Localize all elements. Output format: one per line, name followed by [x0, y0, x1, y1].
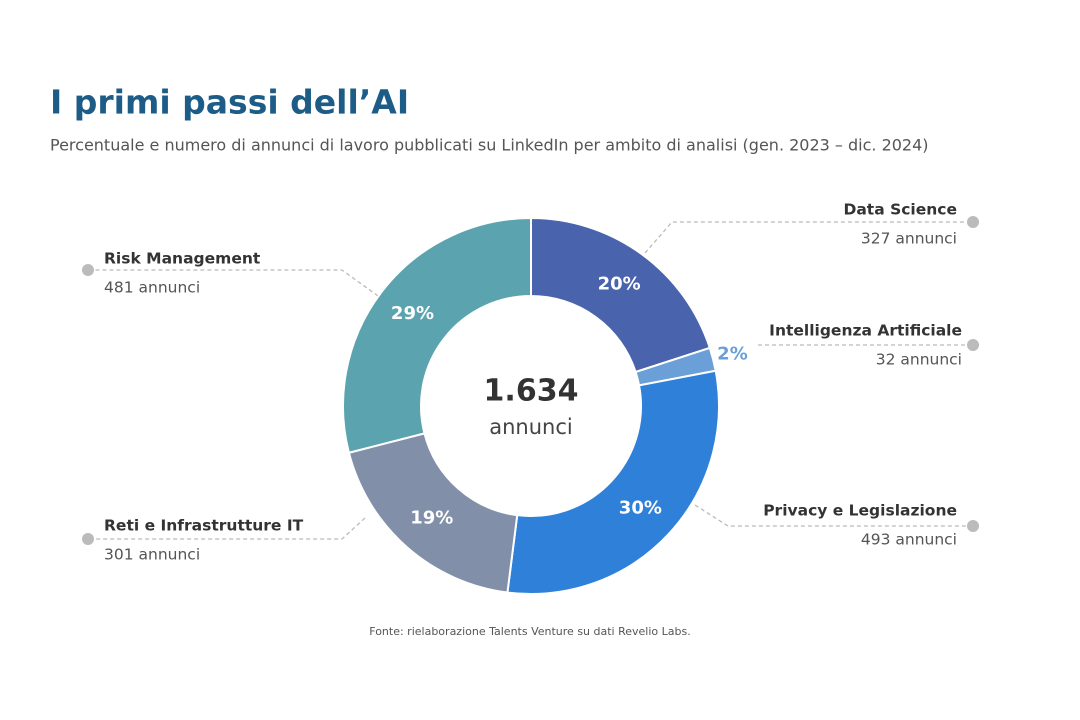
category-count: 327 annunci: [861, 230, 957, 248]
category-count: 32 annunci: [876, 351, 962, 369]
source-note: Fonte: rielaborazione Talents Venture su…: [369, 625, 690, 638]
donut-segment: [506, 369, 720, 595]
percent-label: 19%: [410, 508, 453, 529]
category-label: Data Science: [843, 201, 957, 219]
percent-label: 30%: [619, 498, 662, 519]
center-unit: annunci: [489, 415, 573, 439]
donut-segment: [530, 216, 712, 374]
chart-subtitle: Percentuale e numero di annunci di lavor…: [50, 136, 929, 155]
category-count: 301 annunci: [104, 546, 200, 564]
category-label: Risk Management: [104, 250, 261, 268]
percent-label: 29%: [391, 303, 434, 324]
chart-title: I primi passi dell’AI: [50, 83, 409, 122]
leader-lines: [82, 216, 979, 545]
category-label: Privacy e Legislazione: [763, 502, 957, 520]
category-label: Reti e Infrastrutture IT: [104, 517, 304, 535]
center-total: 1.634: [484, 374, 579, 409]
category-label: Intelligenza Artificiale: [769, 322, 962, 340]
donut-segment: [342, 216, 532, 454]
category-count: 493 annunci: [861, 531, 957, 549]
percent-label: 2%: [717, 343, 748, 364]
percent-label: 20%: [598, 274, 641, 295]
category-count: 481 annunci: [104, 279, 200, 297]
